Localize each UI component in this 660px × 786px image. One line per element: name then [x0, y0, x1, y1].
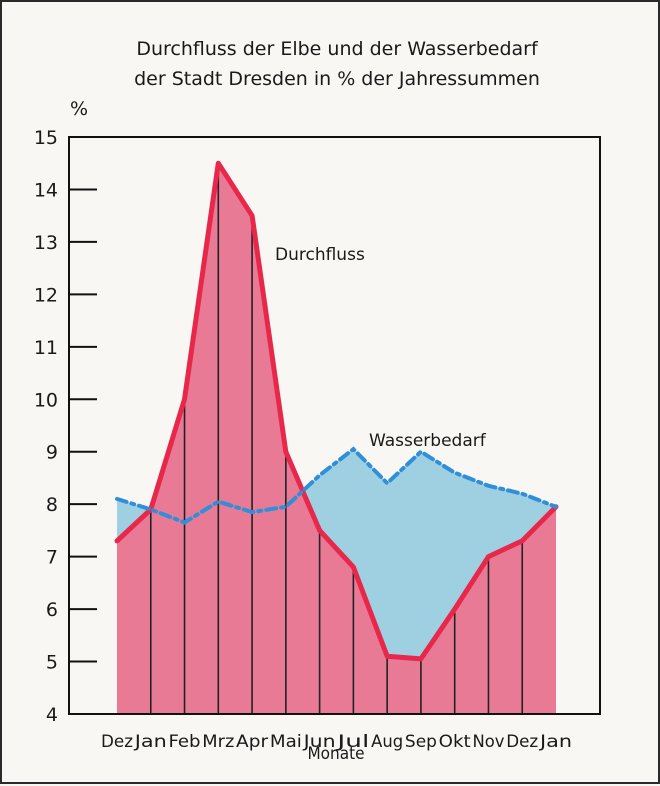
x-tick-label: Mai: [270, 732, 302, 752]
x-tick-label: Jan: [539, 732, 572, 752]
x-tick-label: Feb: [169, 732, 201, 752]
x-axis-label: Monate: [307, 744, 364, 764]
y-tick-label: 12: [34, 284, 58, 306]
y-tick-label: 13: [34, 232, 58, 254]
y-tick-label: 9: [46, 442, 58, 464]
y-tick-label: 6: [46, 599, 58, 621]
x-tick-label: Jan: [133, 732, 166, 752]
y-axis-label: %: [70, 98, 88, 120]
chart-title-line-2: der Stadt Dresden in % der Jahressummen: [134, 68, 540, 90]
x-tick-label: Okt: [439, 732, 471, 752]
y-tick-label: 4: [46, 704, 58, 726]
x-tick-label: Aug: [371, 732, 403, 752]
y-tick-label: 14: [34, 179, 58, 201]
y-tick-label: 7: [46, 547, 58, 569]
series-label-wasserbedarf: Wasserbedarf: [369, 431, 487, 451]
y-tick-label: 5: [46, 652, 58, 674]
x-tick-label: Nov: [472, 732, 504, 752]
x-tick-label: Mrz: [202, 732, 234, 752]
y-tick-label: 11: [34, 337, 58, 359]
chart-title: Durchfluss der Elbe und der Wasserbedarf…: [134, 38, 540, 90]
series-label-durchfluss: Durchfluss: [275, 245, 365, 265]
y-tick-label: 10: [34, 389, 58, 411]
y-tick-label: 15: [34, 127, 58, 149]
x-tick-label: Apr: [236, 732, 269, 752]
y-tick-label: 8: [46, 494, 58, 516]
chart-title-line-1: Durchfluss der Elbe und der Wasserbedarf: [136, 38, 539, 60]
x-tick-label: Sep: [405, 732, 437, 752]
x-tick-label: Dez: [506, 732, 538, 752]
x-tick-label: Dez: [101, 732, 133, 752]
